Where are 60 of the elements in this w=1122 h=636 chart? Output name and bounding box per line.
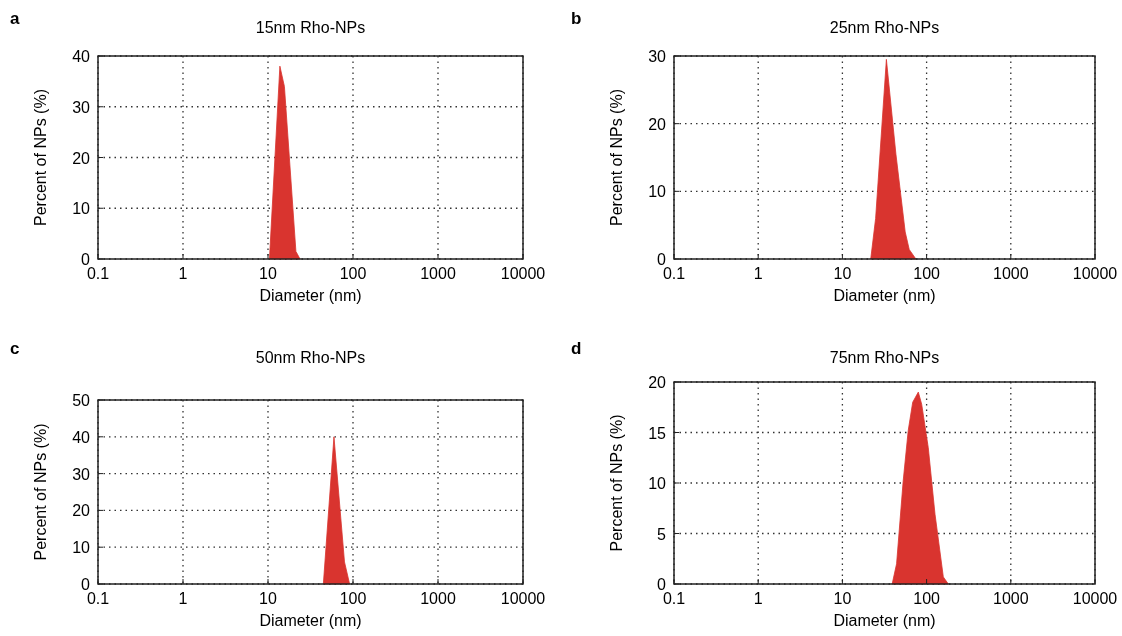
text: d (571, 339, 582, 358)
x-tick-label: 10 (833, 590, 852, 607)
x-tick-label: 1 (178, 265, 188, 282)
chart-title: 75nm Rho-NPs (829, 349, 940, 366)
chart-title: 50nm Rho-NPs (255, 349, 366, 366)
x-tick-label: 10000 (1072, 265, 1118, 282)
y-tick-label: 0 (81, 251, 91, 268)
x-tick-label: 1000 (993, 265, 1029, 282)
y-tick-label: 50 (72, 392, 91, 409)
y-tick-label: 5 (657, 525, 667, 543)
y-axis-title: Percent of NPs (%) (32, 423, 49, 561)
y-tick-label: 10 (72, 539, 91, 557)
x-tick-label: 10000 (500, 265, 546, 282)
x-tick-label: 0.1 (86, 265, 110, 282)
y-tick-label: 20 (72, 149, 91, 167)
x-tick-label: 0.1 (662, 590, 686, 607)
x-tick-label: 100 (913, 590, 941, 607)
y-axis-title: Percent of NPs (%) (32, 89, 49, 226)
x-tick-label: 10 (259, 590, 277, 607)
x-axis-title: Diameter (nm) (259, 287, 362, 304)
y-axis-title: Percent of NPs (%) (608, 414, 625, 552)
x-tick-label: 0.1 (86, 590, 110, 607)
x-tick-label: 1 (753, 590, 763, 607)
y-tick-label: 0 (657, 576, 667, 593)
y-tick-label: 30 (648, 48, 667, 65)
y-tick-label: 40 (72, 428, 91, 446)
y-tick-label: 30 (72, 98, 91, 116)
x-tick-label: 1000 (420, 590, 456, 607)
y-tick-label: 10 (648, 475, 667, 492)
x-tick-label: 0.1 (662, 265, 686, 282)
x-tick-label: 100 (913, 265, 941, 282)
y-tick-label: 10 (72, 200, 91, 218)
x-tick-label: 1000 (993, 590, 1029, 607)
y-tick-label: 40 (72, 48, 91, 65)
text: a (10, 9, 20, 28)
x-tick-label: 100 (339, 265, 367, 282)
y-tick-label: 30 (72, 465, 91, 483)
chart-title: 15nm Rho-NPs (255, 19, 366, 36)
x-tick-label: 100 (339, 590, 367, 607)
x-axis-title: Diameter (nm) (833, 287, 936, 304)
y-tick-label: 15 (648, 424, 667, 442)
y-axis-title: Percent of NPs (%) (608, 89, 625, 226)
x-tick-label: 1 (753, 265, 763, 282)
x-tick-label: 10 (833, 265, 852, 282)
x-tick-label: 1000 (420, 265, 456, 282)
x-tick-label: 10 (259, 265, 277, 282)
x-tick-label: 10000 (1072, 590, 1118, 607)
chart-title: 25nm Rho-NPs (829, 19, 940, 36)
x-tick-label: 10000 (500, 590, 546, 607)
y-tick-label: 10 (648, 183, 667, 201)
y-tick-label: 20 (648, 374, 667, 391)
x-axis-title: Diameter (nm) (259, 612, 362, 629)
x-tick-label: 1 (178, 590, 188, 607)
x-axis-title: Diameter (nm) (833, 612, 936, 629)
y-tick-label: 20 (648, 115, 667, 133)
text: c (10, 339, 20, 358)
y-tick-label: 20 (72, 502, 91, 520)
text: b (571, 9, 582, 28)
y-tick-label: 0 (657, 251, 667, 268)
y-tick-label: 0 (81, 576, 91, 593)
